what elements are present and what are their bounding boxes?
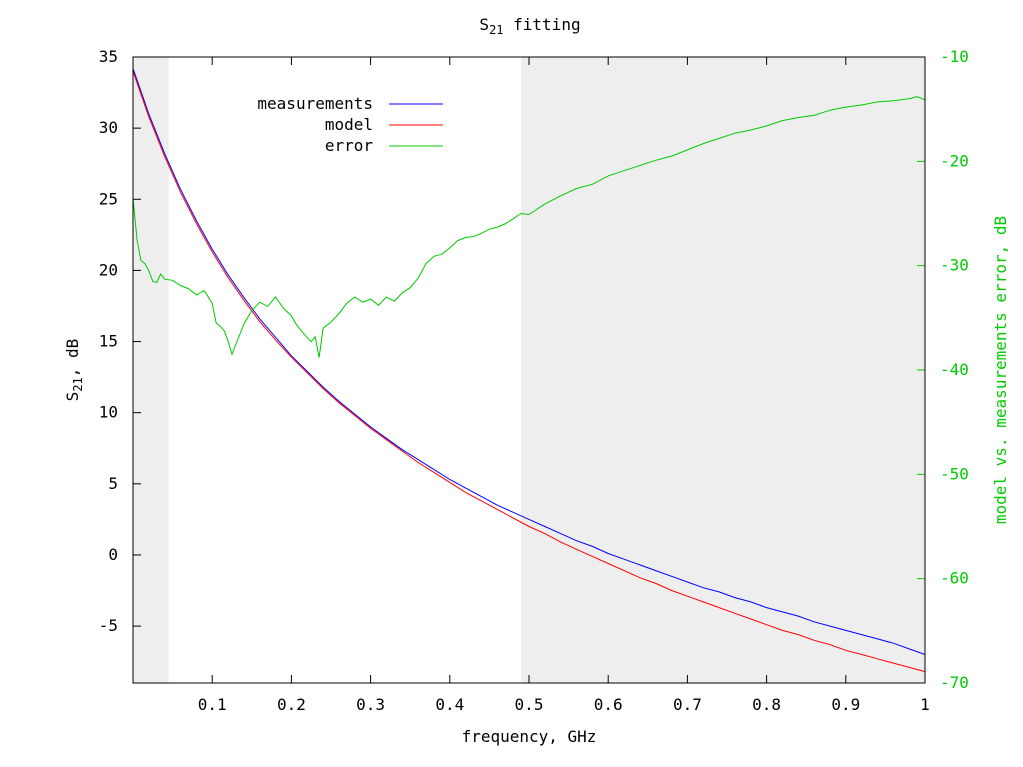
legend-label-model: model [325, 115, 373, 134]
y-tick-label: -5 [99, 616, 118, 635]
x-axis-label: frequency, GHz [462, 727, 597, 746]
y2-tick-label: -10 [940, 47, 969, 66]
y-tick-label: 10 [99, 403, 118, 422]
y-tick-label: 20 [99, 260, 118, 279]
y2-tick-labels: -10 -20 -30 -40 -50 -60 -70 [940, 47, 969, 692]
y-tick-label: 30 [99, 118, 118, 137]
chart-title: S21 fitting [479, 15, 580, 37]
x-tick-label: 0.1 [198, 695, 227, 714]
y-axis-label: S21, dB [63, 339, 85, 402]
shaded-range-1 [521, 57, 925, 683]
y-tick-label: 35 [99, 47, 118, 66]
series-line-model [132, 71, 926, 673]
y2-tick-label: -50 [940, 464, 969, 483]
series-line-measurements [132, 68, 926, 655]
x-tick-label: 0.6 [594, 695, 623, 714]
shaded-range-0 [133, 57, 169, 683]
y2-axis-label: model vs. measurements error, dB [991, 216, 1010, 524]
y-tick-label: 0 [108, 545, 118, 564]
plot-frame [132, 56, 926, 684]
x-tick-label: 1 [920, 695, 930, 714]
legend-label-measurements: measurements [257, 94, 373, 113]
y2-tick-label: -20 [940, 151, 969, 170]
y2-tick-label: -70 [940, 673, 969, 692]
y-tick-label: 25 [99, 189, 118, 208]
x-tick-label: 0.2 [277, 695, 306, 714]
x-tick-label: 0.5 [515, 695, 544, 714]
y2-tick-label: -30 [940, 256, 969, 275]
x-tick-label: 0.9 [831, 695, 860, 714]
y2-tick-label: -60 [940, 569, 969, 588]
y-tick-label: 15 [99, 332, 118, 351]
legend-label-error: error [325, 136, 374, 155]
x-tick-labels: 0.1 0.2 0.3 0.4 0.5 0.6 0.7 0.8 0.9 1 [198, 695, 930, 714]
x-tick-label: 0.3 [356, 695, 385, 714]
y-tick-labels: 35 30 25 20 15 10 5 0 -5 [99, 47, 118, 635]
x-tick-label: 0.8 [752, 695, 781, 714]
y-tick-label: 5 [108, 474, 118, 493]
y2-tick-label: -40 [940, 360, 969, 379]
x-tick-label: 0.7 [673, 695, 702, 714]
series-line-error [132, 96, 926, 358]
legend: measurements model error [257, 94, 443, 155]
series-layer [132, 68, 926, 673]
x-tick-label: 0.4 [435, 695, 464, 714]
shaded-regions [133, 57, 925, 683]
